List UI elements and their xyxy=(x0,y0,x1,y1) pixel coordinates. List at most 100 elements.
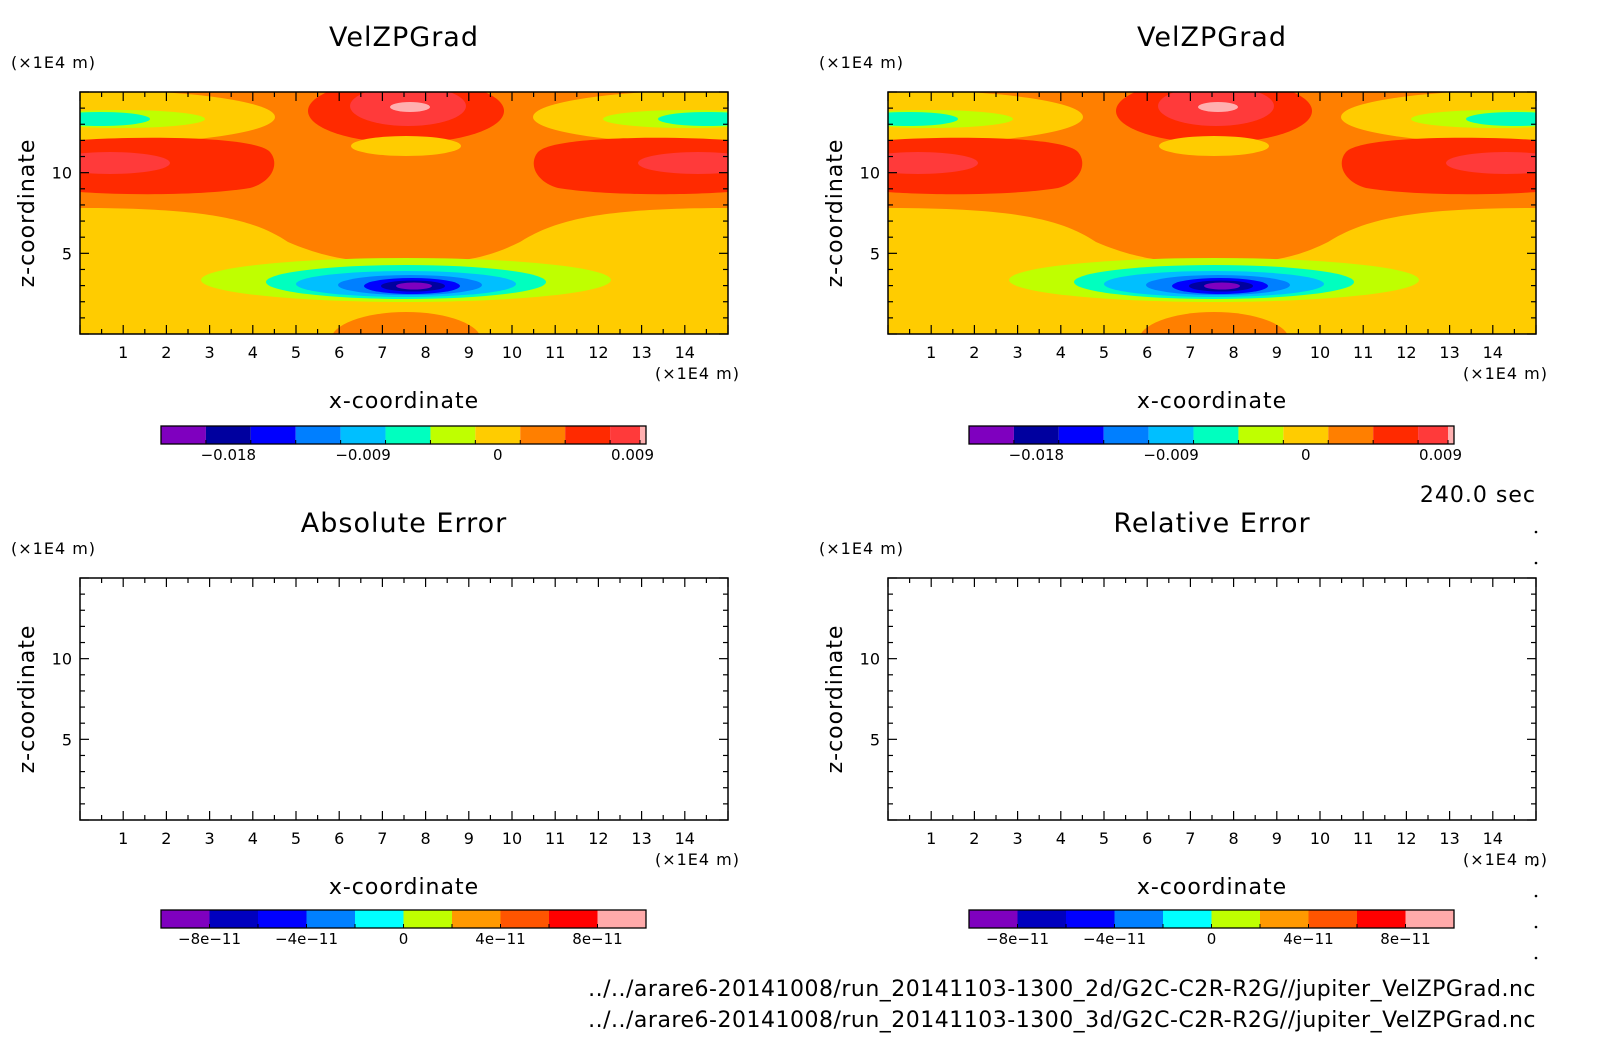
plot-area xyxy=(887,577,1537,821)
colorbar-swatch xyxy=(452,910,501,928)
plot-background xyxy=(80,578,728,820)
y-axis-title: z-coordinate xyxy=(15,139,40,288)
colorbar-frame xyxy=(968,425,1455,445)
chart-panel-1: VelZPGrad (×1E4 m) (×1E4 m) x-coordinate z-c… xyxy=(11,22,740,464)
chart-title: VelZPGrad xyxy=(1137,22,1287,53)
contour-center-yellow xyxy=(1159,136,1269,156)
x-axis-title: x-coordinate xyxy=(1137,389,1287,414)
colorbar-swatch xyxy=(340,426,386,444)
colorbar-frame xyxy=(160,425,647,445)
x-tick-label: 6 xyxy=(1142,829,1152,848)
contour-right-pink xyxy=(638,152,728,174)
colorbar-tick-label: 8e−11 xyxy=(572,930,622,948)
x-tick-label: 9 xyxy=(464,343,474,362)
x-tick-label: 7 xyxy=(377,829,387,848)
x-tick-label: 9 xyxy=(1272,829,1282,848)
x-tick-label: 5 xyxy=(1099,829,1109,848)
x-tick-label: 10 xyxy=(502,343,522,362)
colorbar-swatch xyxy=(597,910,646,928)
x-tick-label: 3 xyxy=(205,343,215,362)
x-tick-label: 5 xyxy=(291,343,301,362)
colorbar-swatch xyxy=(520,426,566,444)
x-axis-unit: (×1E4 m) xyxy=(1463,850,1548,869)
colorbar-tick-label: −4e−11 xyxy=(275,930,338,948)
colorbar-swatch xyxy=(969,426,1014,444)
colorbar-swatch xyxy=(1193,426,1239,444)
contour-left-red xyxy=(888,137,1083,195)
colorbar-tick-label: −0.009 xyxy=(1143,446,1199,464)
y-tick-label: 10 xyxy=(860,650,880,669)
colorbar-swatch xyxy=(1373,426,1419,444)
colorbar-swatch xyxy=(1163,910,1212,928)
contour-upper-left-cyan xyxy=(888,112,958,126)
colorbar-ticks xyxy=(1017,924,1406,928)
x-tick-label: 1 xyxy=(118,829,128,848)
colorbar-swatch xyxy=(1418,426,1449,444)
colorbar-tick-label: 0 xyxy=(493,446,503,464)
colorbar-swatch xyxy=(306,910,355,928)
y-tick-label: 5 xyxy=(62,730,72,749)
x-tick-label: 11 xyxy=(545,343,565,362)
colorbar-tick-label: 4e−11 xyxy=(1283,930,1333,948)
x-tick-label: 13 xyxy=(631,829,651,848)
colorbar-swatch xyxy=(1103,426,1149,444)
colorbar-swatch xyxy=(1283,426,1329,444)
y-tick-label: 5 xyxy=(870,244,880,263)
x-tick-label: 4 xyxy=(1056,343,1066,362)
x-tick-label: 1 xyxy=(118,343,128,362)
x-tick-label: 10 xyxy=(1310,343,1330,362)
colorbar-tick-label: 0.009 xyxy=(1419,446,1462,464)
time-label: 240.0 sec xyxy=(1420,483,1536,508)
colorbar-swatch xyxy=(161,426,206,444)
x-tick-label: 3 xyxy=(1013,343,1023,362)
source-file-3d: ../../arare6-20141008/run_20141103-1300_… xyxy=(588,1008,1536,1033)
contour-level-orange-upper xyxy=(888,92,1536,264)
contour-level-orange-lower xyxy=(1140,312,1288,334)
colorbar-tick-label: −8e−11 xyxy=(986,930,1049,948)
y-axis-unit: (×1E4 m) xyxy=(11,53,96,72)
contour-right-red xyxy=(1341,137,1536,195)
contour-level-orange-lower xyxy=(332,312,480,334)
chart-panel-4: Relative Error (×1E4 m) (×1E4 m) x-coordina… xyxy=(819,508,1548,948)
contour-upper-left-cyan xyxy=(80,112,150,126)
x-axis-unit: (×1E4 m) xyxy=(1463,364,1548,383)
colorbar-swatch xyxy=(1448,426,1454,444)
x-tick-label: 6 xyxy=(1142,343,1152,362)
colorbar-tick-label: −0.018 xyxy=(1009,446,1065,464)
colorbar-swatch xyxy=(1148,426,1194,444)
y-tick-label: 10 xyxy=(860,164,880,183)
plot-frame xyxy=(79,91,729,335)
x-axis-title: x-coordinate xyxy=(1137,875,1287,900)
plot-area xyxy=(887,91,1537,335)
colorbar-swatch xyxy=(969,910,1018,928)
colorbar-swatch xyxy=(1357,910,1406,928)
y-tick-label: 5 xyxy=(62,244,72,263)
x-axis-unit: (×1E4 m) xyxy=(655,364,740,383)
plot-frame xyxy=(887,91,1537,335)
plot-background xyxy=(888,578,1536,820)
colorbar-swatch xyxy=(205,426,251,444)
y-axis-unit: (×1E4 m) xyxy=(819,539,904,558)
x-tick-label: 10 xyxy=(502,829,522,848)
contour-upper-right-cyan xyxy=(1466,112,1536,126)
contour-top-lightpink xyxy=(1198,102,1238,112)
contour-level-purple xyxy=(396,282,432,290)
y-axis-title: z-coordinate xyxy=(823,625,848,774)
colorbar-swatch xyxy=(610,426,641,444)
x-tick-label: 8 xyxy=(421,829,431,848)
x-tick-label: 8 xyxy=(1229,343,1239,362)
x-tick-label: 6 xyxy=(334,343,344,362)
x-tick-label: 9 xyxy=(464,829,474,848)
x-tick-label: 11 xyxy=(1353,829,1373,848)
colorbar-swatch xyxy=(258,910,307,928)
y-axis-unit: (×1E4 m) xyxy=(819,53,904,72)
x-tick-label: 14 xyxy=(1483,343,1503,362)
colorbar-tick-label: 0.009 xyxy=(611,446,654,464)
colorbar-swatch xyxy=(430,426,476,444)
y-axis-title: z-coordinate xyxy=(15,625,40,774)
colorbar-swatch xyxy=(1328,426,1374,444)
x-tick-label: 7 xyxy=(377,343,387,362)
field-contours xyxy=(80,92,728,334)
x-tick-label: 7 xyxy=(1185,343,1195,362)
